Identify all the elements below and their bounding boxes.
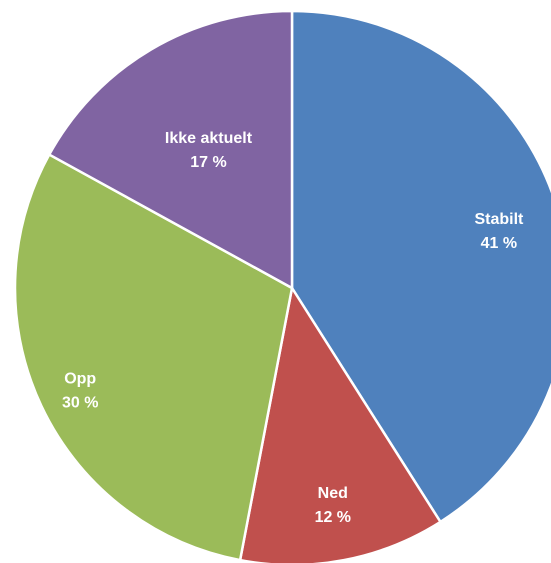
- pie-slices: [13, 9, 551, 563]
- slice-value-opp: 30 %: [62, 395, 98, 412]
- slice-label-stabilt: Stabilt: [474, 211, 524, 228]
- pie-slice-stabilt: [290, 9, 551, 524]
- slice-label-ned: Ned: [318, 485, 348, 502]
- slice-label-opp: Opp: [64, 371, 96, 388]
- pie-slice-opp: [13, 153, 294, 562]
- slice-value-ikke-aktuelt: 17 %: [190, 154, 226, 171]
- pie-slice-ikke-aktuelt: [48, 9, 294, 290]
- pie-labels: Stabilt 41 % Ned 12 % Opp 30 % Ikke aktuelt 17 …: [62, 130, 524, 526]
- slice-label-ikke-aktuelt: Ikke aktuelt: [165, 130, 253, 147]
- slice-value-stabilt: 41 %: [481, 235, 517, 252]
- slice-value-ned: 12 %: [315, 509, 351, 526]
